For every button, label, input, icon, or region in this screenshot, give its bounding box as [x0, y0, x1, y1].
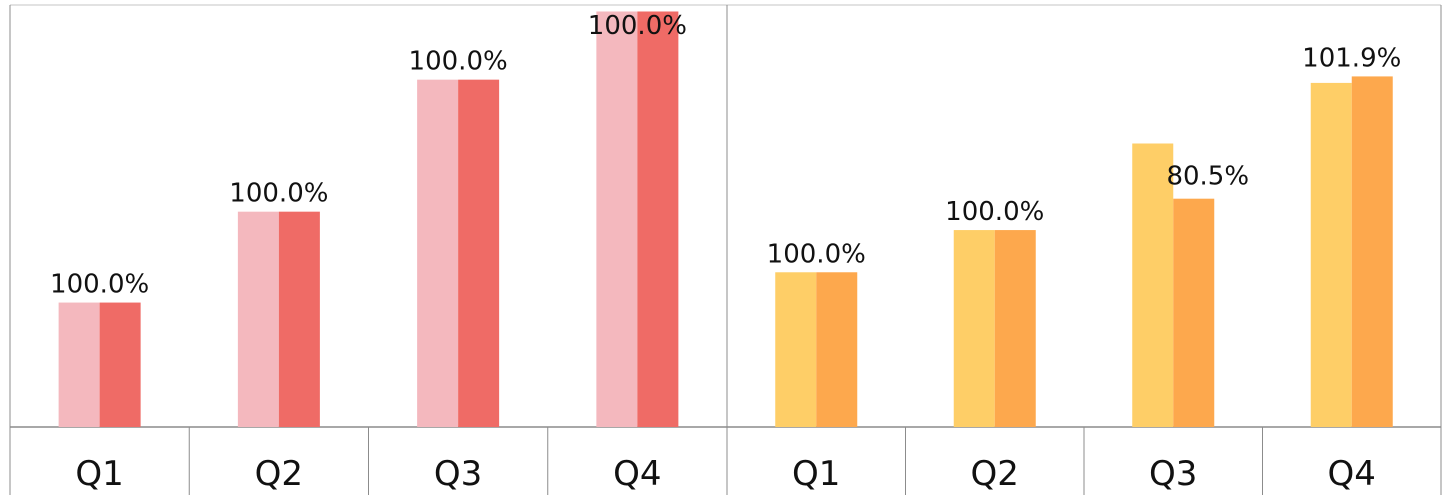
category-label: Q4: [613, 454, 661, 494]
category-label: Q2: [971, 454, 1019, 494]
bar-series-2: [278, 211, 320, 427]
bar-series-2: [99, 302, 141, 427]
bar-series-1: [1132, 143, 1174, 427]
bar-series-1: [596, 11, 638, 427]
bar-series-1: [1310, 82, 1352, 428]
bar-series-1: [775, 272, 817, 427]
category-label: Q3: [434, 454, 482, 494]
bar-series-2: [458, 79, 500, 428]
bar-series-1: [953, 230, 995, 427]
category-label: Q1: [792, 454, 840, 494]
category-label: Q4: [1328, 454, 1376, 494]
bar-series-1: [417, 79, 459, 428]
category-label: Q1: [75, 454, 123, 494]
data-label: 100.0%: [945, 197, 1044, 227]
category-label: Q2: [255, 454, 303, 494]
data-label: 101.9%: [1302, 43, 1401, 73]
data-label: 80.5%: [1166, 162, 1249, 192]
bar-series-2: [637, 11, 679, 427]
data-label: 100.0%: [409, 47, 508, 77]
bar-series-2: [994, 230, 1036, 427]
category-label: Q3: [1149, 454, 1197, 494]
data-label: 100.0%: [50, 270, 149, 300]
bar-series-2: [1173, 198, 1215, 427]
data-label: 100.0%: [588, 11, 687, 41]
bar-series-1: [58, 302, 100, 427]
bar-series-2: [1351, 76, 1393, 428]
bar-series-2: [816, 272, 858, 427]
data-label: 100.0%: [229, 179, 328, 209]
bar-series-1: [237, 211, 279, 427]
data-label: 100.0%: [767, 239, 866, 269]
